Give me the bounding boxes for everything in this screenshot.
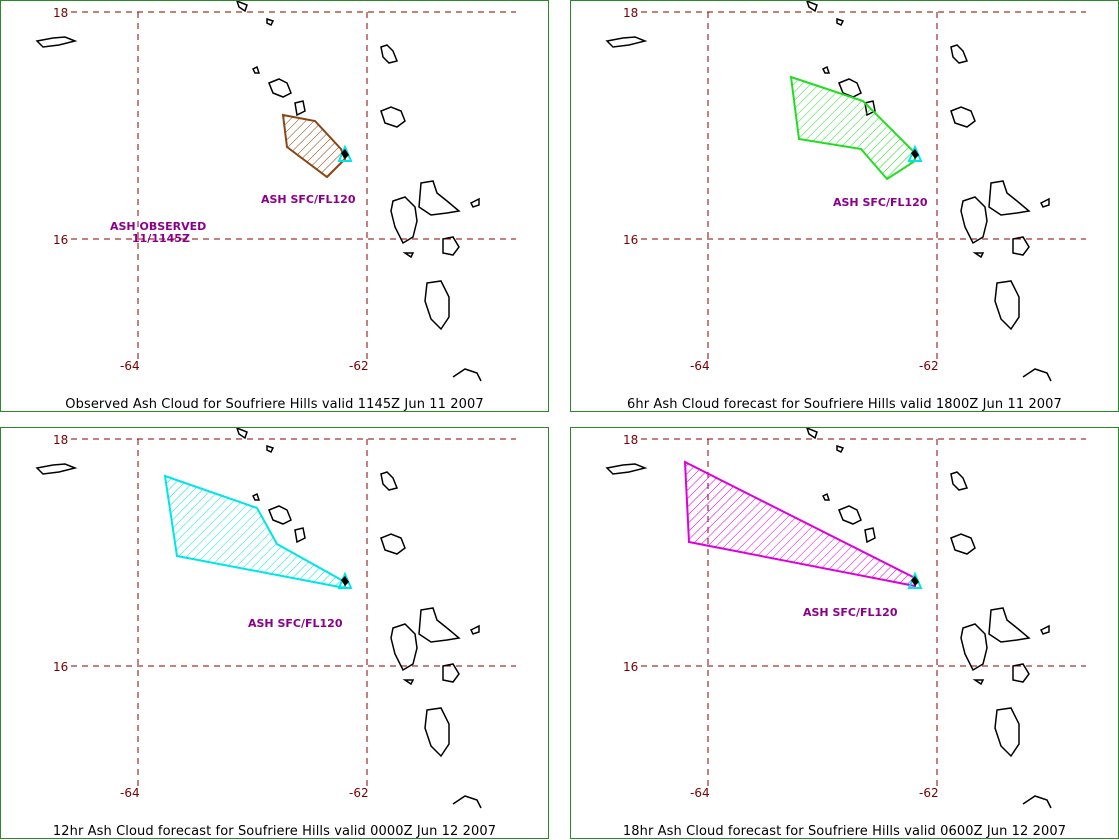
map-6hr: 18 16 -64 -62 ASH SFC/FL120 [605, 1, 1086, 382]
ash-cloud-polygon [163, 474, 346, 590]
ash-cloud-polygon [789, 75, 916, 181]
panel-caption: Observed Ash Cloud for Soufriere Hills v… [65, 397, 484, 412]
panel-caption: 12hr Ash Cloud forecast for Soufriere Hi… [52, 824, 497, 839]
map-observed: 18 16 -64 -62 ASH SFC/FL120 ASH OBSE [35, 1, 516, 382]
map-12hr: 18 16 -64 -62 ASH SFC/FL120 [35, 428, 516, 809]
lat-18-label: 18 [53, 6, 68, 20]
lon-62-label: -62 [349, 786, 369, 800]
lat-16-label: 16 [53, 233, 68, 247]
ash-level-label: ASH SFC/FL120 [248, 617, 343, 630]
panel-18hr-forecast: 18 16 -64 -62 ASH SFC/FL120 18hr As [570, 427, 1119, 839]
ash-cloud-polygon [683, 460, 916, 588]
grid-lines [71, 438, 516, 788]
coastlines [35, 1, 482, 382]
ash-cloud-polygon [281, 113, 347, 179]
ash-observed-time: 11/1145Z [132, 232, 190, 245]
coastlines [605, 428, 1052, 809]
lat-18-label: 18 [623, 433, 638, 447]
coastlines [605, 1, 1052, 382]
coastlines [35, 428, 482, 809]
grid-lines [641, 11, 1086, 361]
lat-18-label: 18 [623, 6, 638, 20]
ash-level-label: ASH SFC/FL120 [833, 196, 928, 209]
lon-64-label: -64 [120, 359, 140, 373]
lon-64-label: -64 [120, 786, 140, 800]
lon-62-label: -62 [919, 786, 939, 800]
panel-observed: 18 16 -64 -62 ASH SFC/FL120 ASH OBSE [0, 0, 549, 412]
lat-16-label: 16 [53, 660, 68, 674]
volcano-icon [907, 144, 923, 162]
panel-caption: 6hr Ash Cloud forecast for Soufriere Hil… [627, 397, 1062, 412]
ash-observed-label: ASH OBSERVED [110, 220, 206, 233]
panel-6hr-forecast: 18 16 -64 -62 ASH SFC/FL120 6hr Ash [570, 0, 1119, 412]
panel-caption: 18hr Ash Cloud forecast for Soufriere Hi… [622, 824, 1067, 839]
lat-16-label: 16 [623, 660, 638, 674]
ash-level-label: ASH SFC/FL120 [261, 193, 356, 206]
panel-12hr-forecast: 18 16 -64 -62 ASH SFC/FL120 12hr As [0, 427, 549, 839]
ash-level-label: ASH SFC/FL120 [803, 606, 898, 619]
lat-16-label: 16 [623, 233, 638, 247]
map-18hr: 18 16 -64 -62 ASH SFC/FL120 [605, 428, 1086, 809]
volcano-icon [337, 144, 353, 162]
lat-18-label: 18 [53, 433, 68, 447]
lon-62-label: -62 [349, 359, 369, 373]
volcano-icon [907, 571, 923, 589]
lon-64-label: -64 [690, 359, 710, 373]
lon-62-label: -62 [919, 359, 939, 373]
grid-lines [71, 11, 516, 361]
volcano-icon [337, 571, 353, 589]
lon-64-label: -64 [690, 786, 710, 800]
